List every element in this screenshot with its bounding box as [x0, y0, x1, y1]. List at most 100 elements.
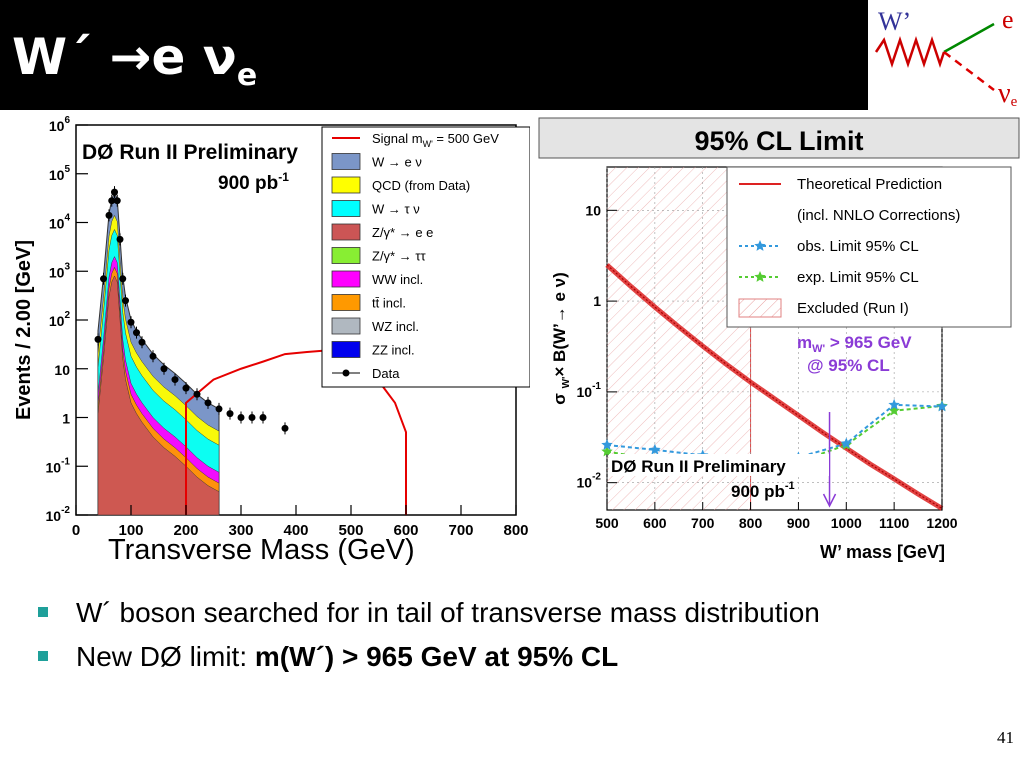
- y-axis-label: σ W'× B(W’→ e ν): [550, 272, 572, 405]
- y-tick-label: 10: [585, 202, 601, 218]
- obs-limit-point: [936, 400, 948, 412]
- legend-label: W → e ν: [372, 155, 422, 170]
- y-tick-label: 10-2: [577, 472, 602, 491]
- legend-star-icon: [754, 240, 766, 251]
- y-tick-label: 1: [593, 293, 601, 309]
- feynman-diagram: W’ e νe: [874, 5, 1018, 110]
- data-point: [138, 338, 146, 346]
- y-tick-label: 10-1: [46, 456, 71, 475]
- data-point: [160, 365, 168, 373]
- x-tick-label: 600: [393, 522, 418, 539]
- limit-annotation: mW' > 965 GeV: [797, 333, 912, 355]
- x-tick-label: 700: [691, 515, 715, 531]
- legend-label: obs. Limit 95% CL: [797, 238, 919, 255]
- left-chart-x-label: Transverse Mass (GeV): [108, 534, 415, 566]
- bullet-square-icon: [38, 607, 48, 617]
- data-point: [113, 197, 121, 205]
- legend-label: Z/γ* → e e: [372, 225, 433, 240]
- legend-box-swatch: [331, 200, 361, 217]
- page-number: 41: [997, 728, 1014, 747]
- legend: Signal mW' = 500 GeV W → e ν QCD (from Dat…: [321, 126, 530, 388]
- legend-marker-dot: [342, 369, 350, 377]
- data-point: [226, 410, 234, 418]
- bullet-text: W´ boson searched for in tail of transve…: [76, 597, 820, 628]
- x-tick-label: 200: [173, 522, 198, 539]
- y-tick-label: 10-1: [577, 381, 602, 400]
- exp-limit-point: [888, 404, 900, 416]
- legend-box-swatch: [331, 270, 361, 288]
- legend-label: (incl. NNLO Corrections): [797, 207, 960, 224]
- legend: Theoretical Prediction (incl. NNLO Correc…: [726, 166, 1012, 328]
- legend-label: Theoretical Prediction: [797, 176, 942, 193]
- data-point: [171, 376, 179, 384]
- plot-annotation-lumi: 900 pb-1: [731, 480, 795, 501]
- x-tick-label: 600: [643, 515, 667, 531]
- y-tick-label: 103: [49, 261, 71, 280]
- y-tick-label: 10-2: [46, 505, 71, 524]
- y-tick-label: 105: [49, 164, 71, 183]
- legend-box-swatch: [331, 294, 361, 311]
- feynman-nu-label: νe: [998, 78, 1018, 110]
- legend-label: WW incl.: [372, 272, 423, 287]
- x-tick-label: 400: [283, 522, 308, 539]
- x-tick-label: 300: [228, 522, 253, 539]
- x-tick-label: 800: [739, 515, 763, 531]
- legend-box-swatch: [331, 176, 361, 194]
- slide-title: W´ →e νe: [12, 28, 258, 93]
- limit-arrowhead: [822, 493, 837, 508]
- legend-label: tt̄ incl.: [372, 296, 406, 311]
- bullet-list: W´ boson searched for in tail of transve…: [38, 596, 938, 684]
- data-point: [248, 414, 256, 421]
- x-tick-label: 500: [595, 515, 619, 531]
- legend-label: exp. Limit 95% CL: [797, 269, 919, 286]
- bullet-item: W´ boson searched for in tail of transve…: [38, 596, 938, 630]
- x-tick-label: 0: [72, 522, 80, 539]
- data-point: [116, 235, 124, 243]
- bullet-square-icon: [38, 651, 48, 661]
- x-tick-label: 900: [787, 515, 811, 531]
- title-box: [538, 117, 1020, 159]
- data-point: [237, 414, 245, 421]
- histogram-chart: 0 100 200 300 400 500 600 700 800 10-2 10-1 1 10 102 1…: [0, 115, 530, 575]
- data-point: [149, 352, 157, 360]
- data-point: [127, 318, 135, 326]
- feynman-neutrino-line: [943, 51, 995, 91]
- legend-label: Z/γ* → ττ: [372, 249, 426, 264]
- bullet-item: New DØ limit: m(W´) > 965 GeV at 95% CL: [38, 640, 938, 674]
- legend-star-icon: [754, 271, 766, 282]
- limit-chart: 95% CL Limit mW' > 965 GeV@ 95% CL DØ Run …: [535, 112, 1024, 575]
- y-tick-label: 102: [49, 310, 71, 329]
- legend-box-swatch: [331, 223, 361, 241]
- data-point: [259, 414, 267, 421]
- data-point: [100, 275, 107, 283]
- annotation-bg: [609, 454, 829, 476]
- y-tick-label: 10: [54, 362, 70, 378]
- feynman-w-propagator: [874, 36, 946, 68]
- legend-label: Data: [372, 366, 400, 381]
- data-point: [105, 211, 113, 219]
- x-tick-label: 800: [503, 522, 528, 539]
- legend-box-swatch: [331, 153, 361, 170]
- title-bar: [0, 0, 868, 110]
- y-tick-label: 106: [49, 115, 71, 134]
- data-point: [119, 275, 127, 283]
- y-tick-label: 104: [49, 213, 71, 232]
- theory-line: [606, 264, 943, 509]
- exp-limit-point: [601, 445, 613, 457]
- bullet-bold-text: m(W´) > 965 GeV at 95% CL: [254, 641, 619, 672]
- x-axis-label: W’ mass [GeV]: [820, 542, 945, 562]
- x-tick-label: 1100: [879, 515, 910, 531]
- data-point: [133, 329, 140, 337]
- obs-limit-point: [601, 439, 613, 450]
- legend-box-swatch: [331, 317, 361, 335]
- data-point: [204, 399, 212, 407]
- limit-annotation-cl: @ 95% CL: [807, 356, 890, 375]
- data-point: [182, 384, 190, 392]
- legend-label: Signal mW' = 500 GeV: [372, 131, 499, 149]
- bullet-text: New DØ limit:: [76, 641, 255, 672]
- data-point: [281, 424, 289, 432]
- background-area-4: [97, 275, 220, 516]
- feynman-w-label: W’: [878, 7, 911, 36]
- plot-annotation-title: DØ Run II Preliminary: [82, 141, 298, 164]
- chart-title: 95% CL Limit: [694, 126, 863, 156]
